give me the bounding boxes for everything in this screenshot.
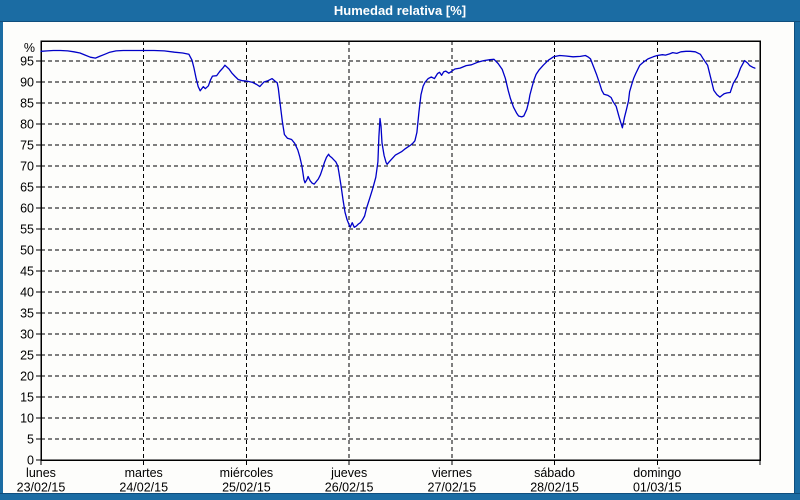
x-tick-date-label: 26/02/15 (325, 481, 374, 495)
y-tick-label: 20 (20, 369, 34, 383)
x-tick-weekday-label: sábado (534, 466, 575, 480)
y-tick-label: 80 (20, 117, 34, 131)
window-title: Humedad relativa [%] (333, 3, 467, 18)
y-tick-label: 90 (20, 75, 34, 89)
x-tick-date-label: 24/02/15 (119, 481, 168, 495)
window-titlebar: Humedad relativa [%] (0, 0, 800, 22)
x-tick-weekday-label: domingo (633, 466, 681, 480)
x-tick-date-label: 25/02/15 (222, 481, 271, 495)
humidity-series-line (40, 49, 756, 228)
y-tick-label: 75 (20, 138, 34, 152)
y-tick-label: 25 (20, 348, 34, 362)
x-tick-date-label: 23/02/15 (17, 481, 66, 495)
x-tick-weekday-label: lunes (26, 466, 56, 480)
y-tick-label: 0 (27, 454, 34, 468)
y-tick-label: 70 (20, 159, 34, 173)
y-tick-label: 10 (20, 411, 34, 425)
y-tick-label: 35 (20, 306, 34, 320)
plot-frame (40, 40, 761, 461)
y-tick-label: 45 (20, 264, 34, 278)
x-tick-date-label: 01/03/15 (633, 481, 682, 495)
window-border-left (0, 22, 3, 500)
x-tick-date-label: 28/02/15 (530, 481, 579, 495)
y-tick-label: 30 (20, 327, 34, 341)
x-tick-weekday-label: miércoles (220, 466, 274, 480)
window-border-bottom (0, 493, 800, 500)
y-tick-label: 60 (20, 201, 34, 215)
y-tick-label: 40 (20, 285, 34, 299)
x-tick-weekday-label: jueves (330, 466, 367, 480)
y-tick-label: 55 (20, 222, 34, 236)
x-tick-date-label: 27/02/15 (428, 481, 477, 495)
y-tick-label: 95 (20, 54, 34, 68)
y-tick-label: 65 (20, 180, 34, 194)
y-tick-label: 15 (20, 390, 34, 404)
window-border-right (794, 22, 800, 500)
y-tick-label: 5 (27, 432, 34, 446)
y-axis-unit-label: % (24, 41, 35, 55)
y-tick-label: 85 (20, 96, 34, 110)
y-tick-label: 50 (20, 243, 34, 257)
x-tick-weekday-label: viernes (432, 466, 472, 480)
x-tick-weekday-label: martes (125, 466, 163, 480)
